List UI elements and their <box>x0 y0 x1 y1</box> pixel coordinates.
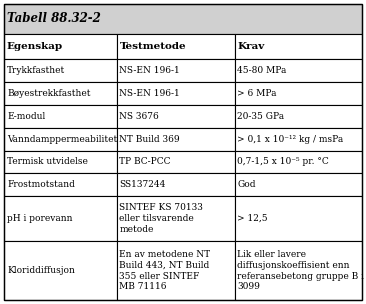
Text: TP BC-PCC: TP BC-PCC <box>119 157 171 167</box>
Text: Egenskap: Egenskap <box>7 42 63 51</box>
Bar <box>235 241 362 300</box>
Text: Krav: Krav <box>238 42 265 51</box>
Bar <box>4 241 117 300</box>
Text: NT Build 369: NT Build 369 <box>119 135 180 143</box>
Text: NS 3676: NS 3676 <box>119 112 159 121</box>
Bar <box>235 82 362 105</box>
Text: 20-35 GPa: 20-35 GPa <box>238 112 284 121</box>
Text: Kloriddiffusjon: Kloriddiffusjon <box>7 266 75 275</box>
Bar <box>235 105 362 128</box>
Text: > 6 MPa: > 6 MPa <box>238 89 277 98</box>
Bar <box>235 174 362 196</box>
Bar <box>235 128 362 150</box>
Bar <box>4 196 117 241</box>
Text: God: God <box>238 180 256 189</box>
Text: En av metodene NT
Build 443, NT Build
355 eller SINTEF
MB 71116: En av metodene NT Build 443, NT Build 35… <box>119 250 210 291</box>
Text: Trykkfasthet: Trykkfasthet <box>7 66 65 75</box>
Text: Frostmotstand: Frostmotstand <box>7 180 75 189</box>
Bar <box>235 59 362 82</box>
Bar <box>117 34 235 59</box>
Bar <box>4 174 117 196</box>
Bar <box>117 59 235 82</box>
Bar <box>117 150 235 174</box>
Bar <box>4 59 117 82</box>
Text: Vanndamppermeabilitet: Vanndamppermeabilitet <box>7 135 117 143</box>
Bar <box>117 105 235 128</box>
Bar <box>4 82 117 105</box>
Text: Lik eller lavere
diffusjonskoeffisient enn
referansebetong gruppe B i NS
3099: Lik eller lavere diffusjonskoeffisient e… <box>238 250 366 291</box>
Text: NS-EN 196-1: NS-EN 196-1 <box>119 89 180 98</box>
Bar <box>235 34 362 59</box>
Bar <box>117 82 235 105</box>
Text: Testmetode: Testmetode <box>119 42 186 51</box>
Text: Tabell 88.32-2: Tabell 88.32-2 <box>7 12 101 26</box>
Bar <box>117 196 235 241</box>
Bar <box>235 196 362 241</box>
Text: SS137244: SS137244 <box>119 180 166 189</box>
Bar <box>235 150 362 174</box>
Bar <box>117 174 235 196</box>
Bar <box>4 105 117 128</box>
Text: NS-EN 196-1: NS-EN 196-1 <box>119 66 180 75</box>
Bar <box>4 150 117 174</box>
Text: 45-80 MPa: 45-80 MPa <box>238 66 287 75</box>
Text: 0,7-1,5 x 10⁻⁵ pr. °C: 0,7-1,5 x 10⁻⁵ pr. °C <box>238 157 329 167</box>
Bar <box>4 4 362 34</box>
Text: E-modul: E-modul <box>7 112 45 121</box>
Bar <box>117 128 235 150</box>
Text: Termisk utvidelse: Termisk utvidelse <box>7 157 88 167</box>
Bar <box>117 241 235 300</box>
Bar <box>4 128 117 150</box>
Text: > 12,5: > 12,5 <box>238 214 268 223</box>
Text: pH i porevann: pH i porevann <box>7 214 72 223</box>
Text: SINTEF KS 70133
eller tilsvarende
metode: SINTEF KS 70133 eller tilsvarende metode <box>119 203 203 234</box>
Bar <box>4 34 117 59</box>
Text: Bøyestrekkfasthet: Bøyestrekkfasthet <box>7 89 90 98</box>
Text: > 0,1 x 10⁻¹² kg / msPa: > 0,1 x 10⁻¹² kg / msPa <box>238 135 344 143</box>
